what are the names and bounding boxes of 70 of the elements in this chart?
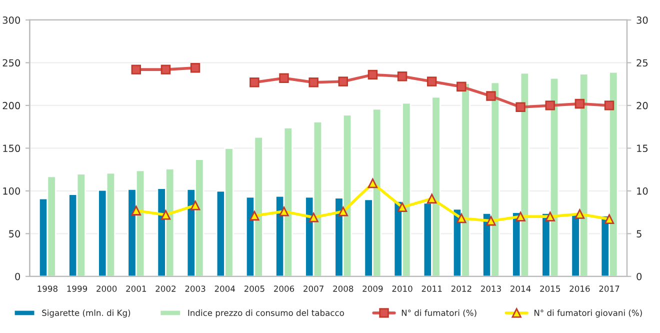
y-tick-label: 250 xyxy=(2,59,20,67)
point xyxy=(604,100,614,110)
point xyxy=(456,82,466,92)
point xyxy=(604,214,614,224)
y2-tick-label: 10 xyxy=(637,187,648,195)
point xyxy=(338,206,348,216)
point xyxy=(279,73,289,83)
point xyxy=(279,206,289,216)
x-tick-label: 2017 xyxy=(599,286,620,292)
y2-tick-label: 20 xyxy=(636,102,648,110)
x-tick-label: 2015 xyxy=(540,286,560,292)
y2-tick-label: 0 xyxy=(636,272,642,280)
point xyxy=(545,100,555,110)
x-tick-label: 1999 xyxy=(67,286,88,292)
point xyxy=(160,210,171,220)
point xyxy=(131,64,142,74)
legend-label: Indice prezzo di consumo del tabacco xyxy=(188,310,344,318)
point xyxy=(574,209,585,219)
x-tick-label: 2014 xyxy=(510,286,531,292)
x-tick-label: 2011 xyxy=(422,286,442,292)
point xyxy=(516,212,526,222)
legend-label: N° di fumatori giovani (%) xyxy=(534,310,642,318)
y-tick-label: 300 xyxy=(2,16,20,24)
point xyxy=(545,212,555,222)
legend-label: Sigarette (mln. di Kg) xyxy=(42,310,130,318)
point xyxy=(397,202,408,212)
point xyxy=(397,72,408,82)
x-tick-label: 2006 xyxy=(274,286,294,292)
x-tick-label: 2016 xyxy=(570,286,590,292)
point xyxy=(250,210,260,221)
y2-tick-label: 15 xyxy=(637,144,648,152)
x-tick-label: 2005 xyxy=(244,286,264,292)
point xyxy=(338,76,348,86)
y-tick-label: 200 xyxy=(2,102,20,110)
x-tick-label: 2000 xyxy=(96,286,117,292)
point xyxy=(160,64,171,74)
point xyxy=(426,76,437,86)
point xyxy=(486,91,496,101)
point xyxy=(250,78,260,88)
point xyxy=(308,212,318,222)
x-tick-label: 1998 xyxy=(38,286,58,292)
point xyxy=(456,213,466,224)
y-tick-label: 100 xyxy=(3,187,20,195)
point xyxy=(516,102,526,112)
x-tick-label: 2013 xyxy=(480,286,501,292)
point xyxy=(368,178,378,188)
point xyxy=(131,206,142,216)
x-tick-label: 2007 xyxy=(304,286,324,292)
y2-tick-label: 5 xyxy=(636,230,642,238)
point xyxy=(486,216,496,226)
x-tick-label: 2001 xyxy=(126,286,146,292)
y2-tick-label: 25 xyxy=(636,59,648,67)
x-tick-label: 2004 xyxy=(214,286,235,292)
y-tick-label: 50 xyxy=(9,230,20,238)
point xyxy=(574,98,585,109)
point xyxy=(190,62,200,73)
legend-label: N° di fumatori (%) xyxy=(402,310,476,317)
x-tick-label: 2012 xyxy=(451,286,472,292)
y2-tick-label: 30 xyxy=(636,16,648,24)
x-tick-label: 2002 xyxy=(156,286,176,292)
x-tick-label: 2003 xyxy=(185,286,206,292)
point xyxy=(426,194,437,204)
y-tick-label: 0 xyxy=(15,272,20,280)
point xyxy=(368,70,378,80)
point xyxy=(190,200,200,210)
x-tick-label: 2008 xyxy=(333,286,354,292)
x-tick-label: 2010 xyxy=(392,286,412,292)
y-tick-label: 150 xyxy=(3,144,20,152)
x-tick-label: 2009 xyxy=(362,286,383,292)
point xyxy=(308,78,318,88)
